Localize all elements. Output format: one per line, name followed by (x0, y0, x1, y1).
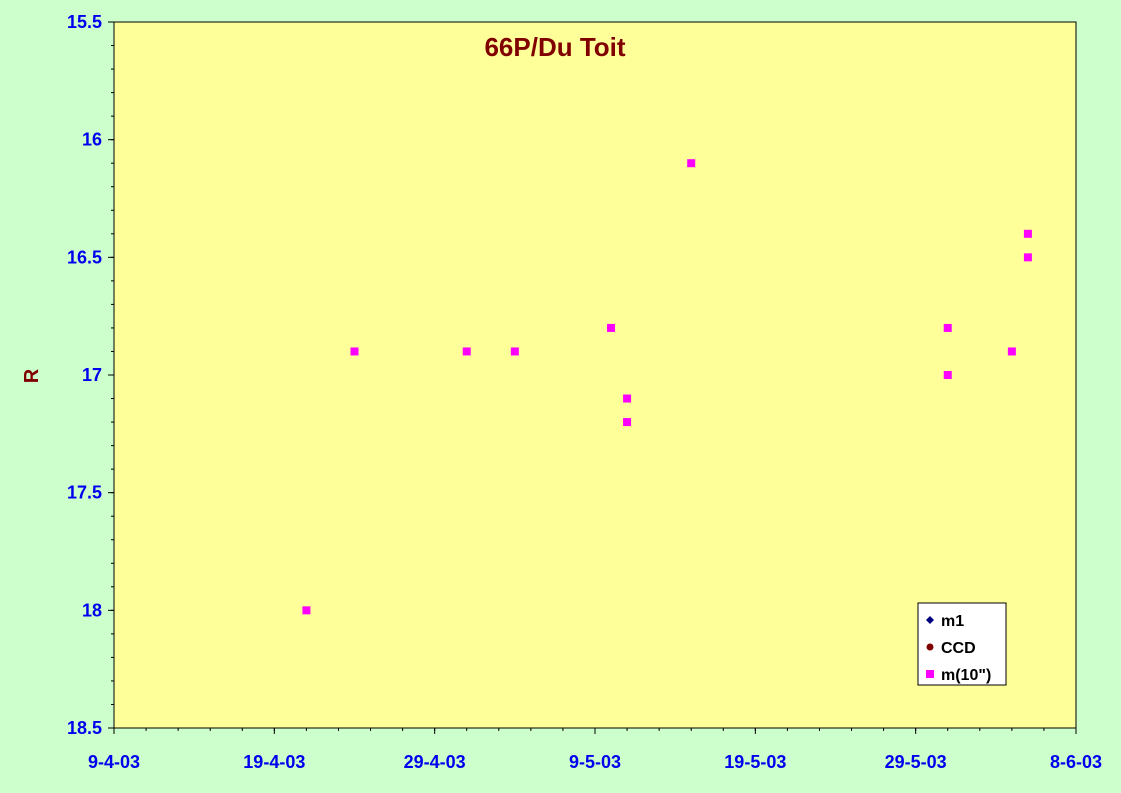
legend-label: m(10") (941, 667, 991, 684)
data-point (607, 323, 616, 332)
y-tick-label: 18.5 (67, 718, 102, 738)
legend: m1 CCD m(10") (917, 602, 1007, 686)
y-axis-label: R (21, 368, 43, 383)
chart-title: 66P/Du Toit (484, 32, 625, 62)
x-tick-label: 9-5-03 (569, 752, 621, 772)
legend-marker-square (926, 670, 934, 678)
x-tick-label: 19-4-03 (243, 752, 305, 772)
legend-marker-circle (926, 643, 934, 651)
data-point (943, 323, 952, 332)
data-point (943, 371, 952, 379)
x-tick-label: 29-4-03 (404, 752, 466, 772)
y-tick-label: 16.5 (67, 247, 102, 267)
legend-label: m1 (941, 613, 964, 630)
y-tick-label: 17 (82, 365, 102, 385)
data-point (623, 394, 632, 403)
y-tick-label: 15.5 (67, 12, 102, 32)
y-tick-label: 16 (82, 130, 102, 150)
data-points (302, 159, 1032, 615)
data-point (1023, 229, 1032, 238)
data-point (302, 606, 311, 615)
data-point (1023, 253, 1032, 262)
data-point (1007, 347, 1016, 356)
data-point (623, 418, 632, 427)
plot-area (113, 21, 1077, 729)
data-point (510, 347, 519, 356)
data-point (687, 159, 696, 168)
y-tick-label: 18 (82, 600, 102, 620)
legend-marker-diamond (926, 616, 934, 624)
x-tick-label: 19-5-03 (724, 752, 786, 772)
x-tick-label: 8-6-03 (1050, 752, 1102, 772)
data-point (462, 347, 471, 356)
legend-label: CCD (941, 640, 976, 657)
data-point (350, 347, 359, 356)
y-axis: 15.5 16 16.5 17 17.5 18 18.5 (67, 12, 114, 738)
x-tick-label: 9-4-03 (88, 752, 140, 772)
y-tick-label: 17.5 (67, 483, 102, 503)
x-axis: 9-4-03 19-4-03 29-4-03 9-5-03 19-5-03 29-5-03… (88, 728, 1102, 772)
x-tick-label: 29-5-03 (885, 752, 947, 772)
